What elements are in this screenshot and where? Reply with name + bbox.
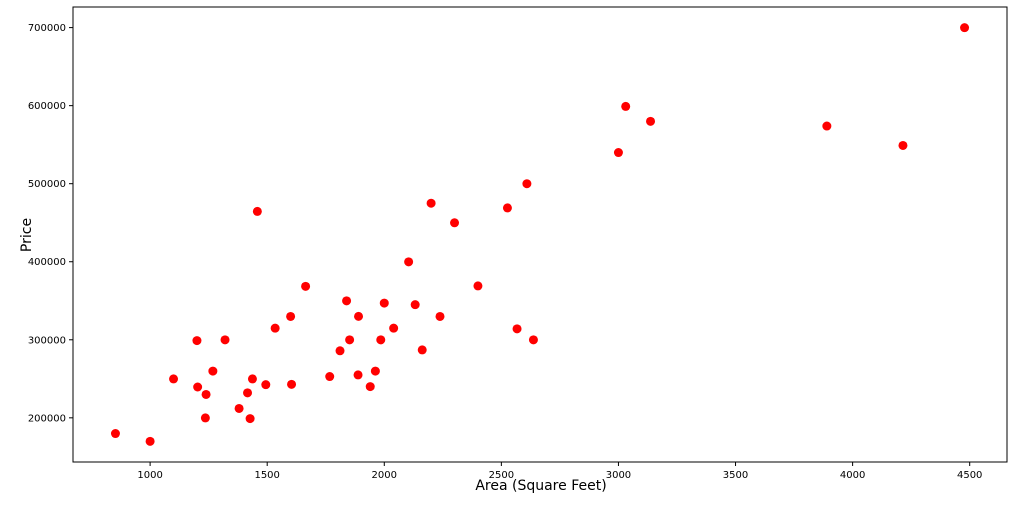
- x-tick-label: 1000: [137, 470, 162, 481]
- point: [528, 335, 538, 345]
- y-tick-label: 300000: [28, 335, 66, 346]
- point: [335, 346, 345, 356]
- point: [404, 257, 414, 267]
- x-tick-label: 2500: [489, 470, 514, 481]
- x-tick-label: 2000: [372, 470, 397, 481]
- point: [354, 311, 364, 321]
- point: [512, 324, 522, 334]
- point: [234, 403, 244, 413]
- point: [169, 374, 179, 384]
- y-tick-label: 400000: [28, 257, 66, 268]
- point: [646, 116, 656, 126]
- point: [193, 382, 203, 392]
- y-tick-label: 600000: [28, 101, 66, 112]
- point: [898, 140, 908, 150]
- point: [370, 366, 380, 376]
- y-axis-label: Price: [19, 218, 35, 252]
- point: [426, 198, 436, 208]
- point: [208, 366, 218, 376]
- x-tick-label: 1500: [254, 470, 279, 481]
- point: [325, 372, 335, 382]
- point: [822, 121, 832, 131]
- point: [342, 296, 352, 306]
- x-tick-label: 3500: [723, 470, 748, 481]
- point: [960, 23, 970, 33]
- point: [365, 382, 375, 392]
- point: [220, 335, 230, 345]
- point: [410, 300, 420, 310]
- point: [110, 429, 120, 439]
- x-axis-label: Area (Square Feet): [475, 478, 606, 494]
- x-tick-label: 4000: [840, 470, 865, 481]
- point: [353, 370, 363, 380]
- point: [389, 323, 399, 333]
- point: [522, 179, 532, 189]
- point: [301, 281, 311, 291]
- point: [435, 311, 445, 321]
- x-tick-label: 3000: [606, 470, 631, 481]
- point: [245, 414, 255, 424]
- point: [613, 148, 623, 158]
- point: [473, 281, 483, 291]
- y-tick-label: 500000: [28, 179, 66, 190]
- y-tick-label: 700000: [28, 23, 66, 34]
- point: [243, 388, 253, 398]
- point: [379, 298, 389, 308]
- point: [287, 379, 297, 389]
- point: [270, 323, 280, 333]
- point: [145, 436, 155, 446]
- point: [450, 218, 460, 228]
- point: [345, 335, 355, 345]
- point: [252, 206, 262, 216]
- y-tick-label: 200000: [28, 413, 66, 424]
- point: [192, 336, 202, 346]
- point: [247, 374, 257, 384]
- x-tick-label: 4500: [957, 470, 982, 481]
- point: [502, 203, 512, 213]
- point: [376, 335, 386, 345]
- point: [261, 380, 271, 390]
- point: [200, 413, 210, 423]
- point: [201, 389, 211, 399]
- plot-frame: [72, 6, 1008, 463]
- point: [286, 311, 296, 321]
- point: [621, 101, 631, 111]
- point: [417, 345, 427, 355]
